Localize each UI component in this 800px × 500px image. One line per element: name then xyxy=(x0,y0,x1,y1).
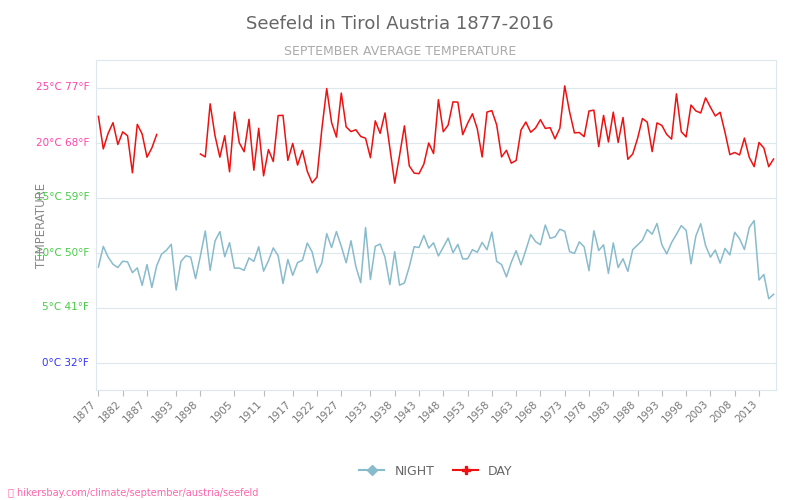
Text: 📍 hikersbay.com/climate/september/austria/seefeld: 📍 hikersbay.com/climate/september/austri… xyxy=(8,488,258,498)
Text: 5°C 41°F: 5°C 41°F xyxy=(42,302,90,312)
Text: 25°C 77°F: 25°C 77°F xyxy=(36,82,90,92)
Text: 0°C 32°F: 0°C 32°F xyxy=(42,358,90,368)
Text: Seefeld in Tirol Austria 1877-2016: Seefeld in Tirol Austria 1877-2016 xyxy=(246,15,554,33)
Text: 10°C 50°F: 10°C 50°F xyxy=(36,248,90,258)
Legend: NIGHT, DAY: NIGHT, DAY xyxy=(354,460,518,483)
Text: 20°C 68°F: 20°C 68°F xyxy=(36,138,90,147)
Text: 15°C 59°F: 15°C 59°F xyxy=(36,192,90,202)
Text: SEPTEMBER AVERAGE TEMPERATURE: SEPTEMBER AVERAGE TEMPERATURE xyxy=(284,45,516,58)
Text: TEMPERATURE: TEMPERATURE xyxy=(35,182,48,268)
